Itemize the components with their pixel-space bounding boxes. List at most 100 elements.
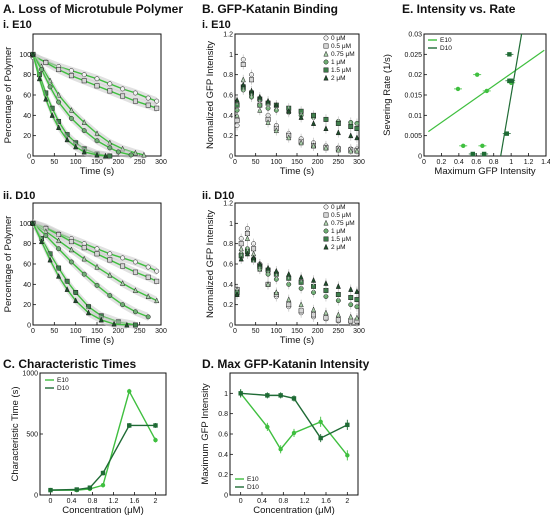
data-point (474, 72, 480, 77)
data-point (56, 246, 62, 252)
data-point (145, 314, 151, 320)
data-point (354, 297, 360, 303)
data-point (127, 423, 132, 428)
data-point (43, 60, 49, 65)
data-point (348, 124, 354, 129)
y-tick-label: 0 (27, 323, 31, 330)
data-point (127, 389, 132, 394)
data-point (265, 281, 271, 287)
y-tick-label: 40 (23, 113, 31, 120)
x-tick-label: 200 (112, 159, 124, 166)
legend-label: 0.75 μM (331, 220, 355, 227)
y-tick-label: 0.03 (408, 32, 422, 39)
data-point (323, 125, 329, 131)
x-tick-label: 50 (50, 328, 58, 335)
legend-label: 0 μM (331, 204, 346, 211)
data-point (323, 309, 329, 316)
data-point (480, 143, 485, 149)
data-point (273, 101, 279, 108)
y-tick-label: 80 (23, 241, 31, 248)
data-point (484, 88, 489, 94)
data-point (47, 256, 53, 263)
data-point (120, 86, 126, 92)
data-point (100, 470, 106, 476)
plot-b-ii: 0 50 100 150 200 250 300 0 0.2 0.4 0.6 0.8 1 1.2 Time … (205, 201, 365, 347)
data-point (273, 267, 279, 274)
y-tick-label: 0.015 (404, 93, 422, 100)
legend-label: D10 (247, 484, 259, 491)
x-tick-label: 100 (270, 159, 282, 166)
data-point (141, 151, 147, 158)
data-point (132, 322, 138, 328)
y-tick-label: 0.8 (223, 241, 233, 248)
legend-marker (323, 243, 329, 250)
data-point (354, 304, 360, 310)
data-point (265, 424, 270, 430)
data-point (354, 147, 360, 154)
data-point (56, 237, 62, 244)
x-tick-label: 50 (50, 159, 58, 166)
y-tick-label: 60 (23, 262, 31, 269)
x-tick-label: 1.2 (109, 498, 119, 505)
data-point (318, 435, 323, 441)
data-point (345, 453, 350, 458)
plot-frame (423, 33, 547, 157)
data-point (68, 115, 74, 121)
y-tick-label: 80 (23, 72, 31, 79)
data-point (132, 149, 138, 156)
data-point (132, 90, 138, 96)
y-tick-label: 0.6 (223, 93, 233, 100)
y-tick-label: 60 (23, 93, 31, 100)
x-tick-label: 1.6 (321, 498, 331, 505)
data-point (273, 289, 279, 295)
data-point (153, 437, 158, 443)
data-point (154, 98, 160, 104)
data-point (85, 309, 92, 316)
data-point (348, 313, 354, 320)
legend-label: E10 (57, 377, 69, 384)
fit-line (32, 53, 132, 156)
legend-label: 0.5 μM (331, 212, 351, 219)
x-tick-label: 50 (252, 328, 260, 335)
data-point (286, 107, 292, 114)
data-point (107, 153, 113, 159)
legend-label: E10 (440, 37, 452, 44)
legend-label: E10 (247, 476, 259, 483)
data-point (56, 67, 62, 73)
data-point (348, 147, 354, 154)
panel-a-i-label: i. E10 (3, 19, 32, 31)
legend-marker (323, 212, 329, 218)
x-tick-label: 300 (353, 328, 365, 335)
data-point (508, 78, 514, 83)
data-point (107, 257, 113, 263)
data-point (335, 129, 341, 136)
panel-a-ii-label: ii. D10 (3, 190, 35, 202)
data-point (81, 128, 87, 134)
data-point (68, 239, 74, 245)
legend-label: 2 μM (331, 75, 346, 82)
data-point (354, 314, 360, 321)
data-point (335, 311, 341, 318)
data-point (56, 91, 62, 98)
y-axis-label: Percentage of Polymer (3, 47, 14, 144)
data-point (120, 302, 126, 308)
data-point (132, 259, 138, 265)
x-tick-label: 150 (291, 159, 303, 166)
data-point (49, 112, 55, 118)
error-band (33, 219, 157, 305)
data-point (94, 251, 100, 257)
data-point (64, 278, 70, 284)
legend-marker (323, 228, 329, 234)
legend-label: D10 (57, 385, 69, 392)
x-tick-label: 200 (112, 328, 124, 335)
x-tick-label: 0.4 (257, 498, 267, 505)
data-point (36, 75, 42, 82)
data-point (128, 152, 134, 158)
data-point (265, 264, 271, 271)
x-tick-label: 1 (509, 159, 513, 166)
data-point (120, 263, 126, 269)
data-point (481, 151, 487, 157)
y-tick-label: 1 (224, 391, 228, 398)
